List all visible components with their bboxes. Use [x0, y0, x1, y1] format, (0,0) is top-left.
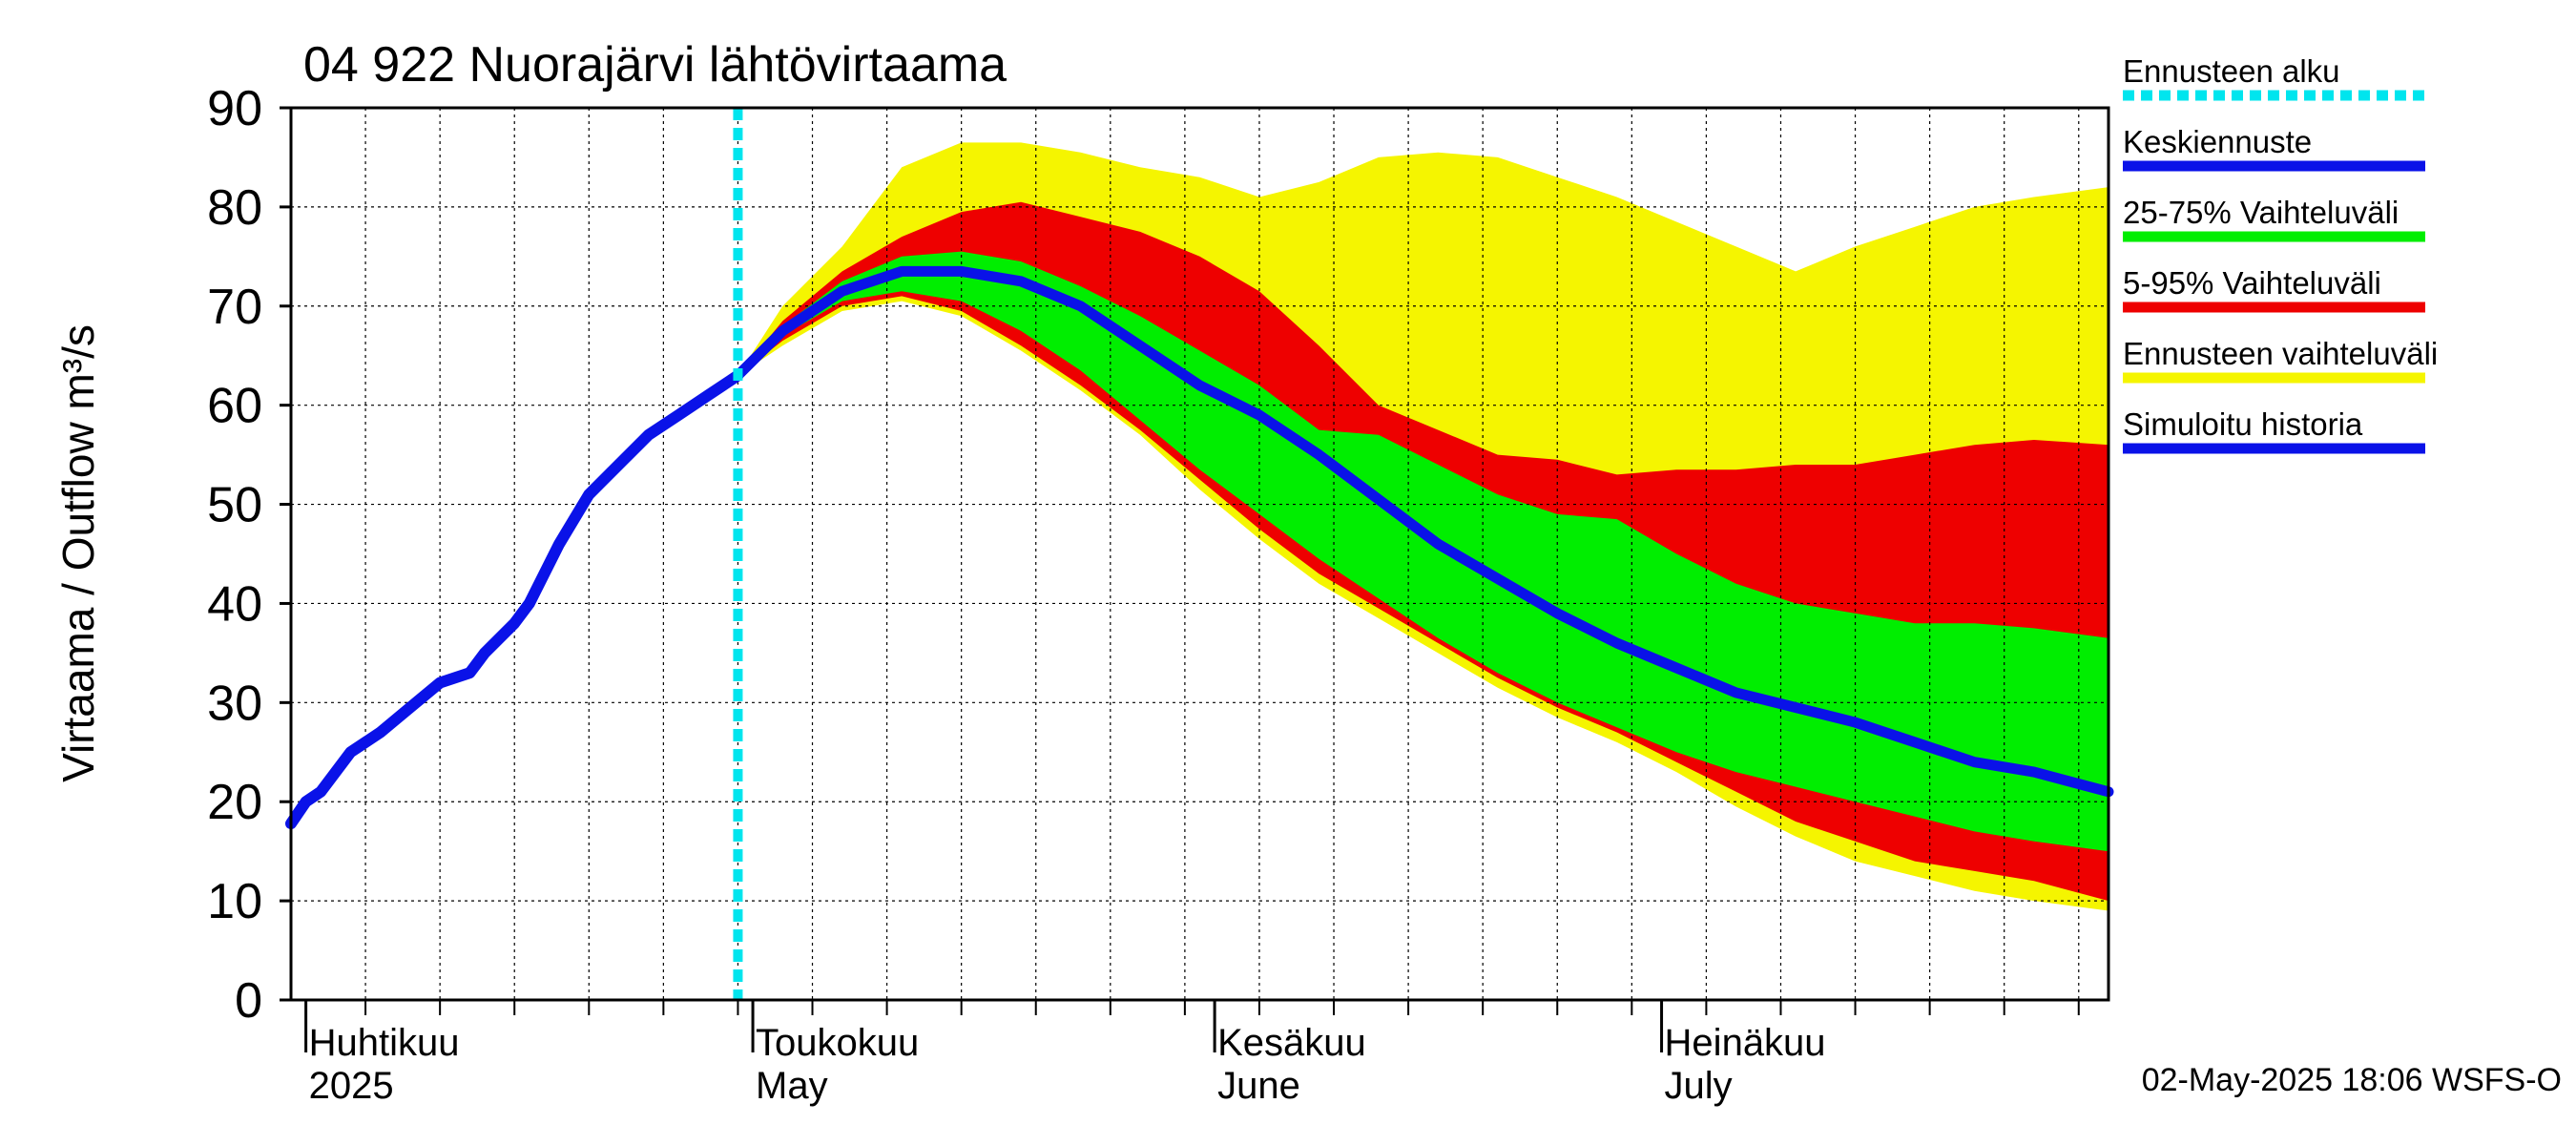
y-tick-label: 20 [207, 775, 262, 830]
median-line [732, 265, 2114, 798]
y-tick-label: 60 [207, 379, 262, 434]
y-tick-label: 30 [207, 676, 262, 731]
legend-label: Simuloitu historia [2123, 406, 2363, 442]
y-tick-label: 40 [207, 576, 262, 632]
x-month-label: Huhtikuu [309, 1022, 460, 1064]
series-lines [285, 108, 2114, 1000]
footer-timestamp: 02-May-2025 18:06 WSFS-O [2142, 1062, 2562, 1098]
x-month-sublabel: July [1665, 1065, 1733, 1107]
y-tick-label: 10 [207, 874, 262, 929]
plot-frame [289, 106, 2110, 1002]
y-tick-label: 80 [207, 180, 262, 236]
history-line [285, 369, 744, 830]
x-month-sublabel: May [756, 1065, 828, 1107]
x-month-label: Heinäkuu [1665, 1022, 1826, 1064]
y-tick-label: 90 [207, 81, 262, 136]
legend-label: Ennusteen alku [2123, 53, 2340, 89]
y-axis-label: Virtaama / Outflow m³/s [53, 324, 103, 782]
legend: Ennusteen alku Keskiennuste 25-75% Vaihtel… [2123, 53, 2438, 454]
x-month-label: Kesäkuu [1217, 1022, 1366, 1064]
y-tick-label: 0 [235, 973, 262, 1029]
y-tick-label: 50 [207, 478, 262, 533]
x-month-label: Toukokuu [756, 1022, 919, 1064]
chart-title: 04 922 Nuorajärvi lähtövirtaama [303, 37, 1007, 93]
legend-label: 25-75% Vaihteluväli [2123, 195, 2399, 230]
x-month-sublabel: June [1217, 1065, 1300, 1107]
legend-label: 5-95% Vaihteluväli [2123, 265, 2381, 301]
x-month-sublabel: 2025 [309, 1065, 394, 1107]
y-axis: 0 10 20 30 40 50 60 70 80 90 [207, 81, 291, 1029]
grid-lines [291, 108, 2109, 1000]
y-tick-label: 70 [207, 280, 262, 335]
legend-label: Ennusteen vaihteluväli [2123, 336, 2438, 371]
legend-label: Keskiennuste [2123, 124, 2312, 159]
